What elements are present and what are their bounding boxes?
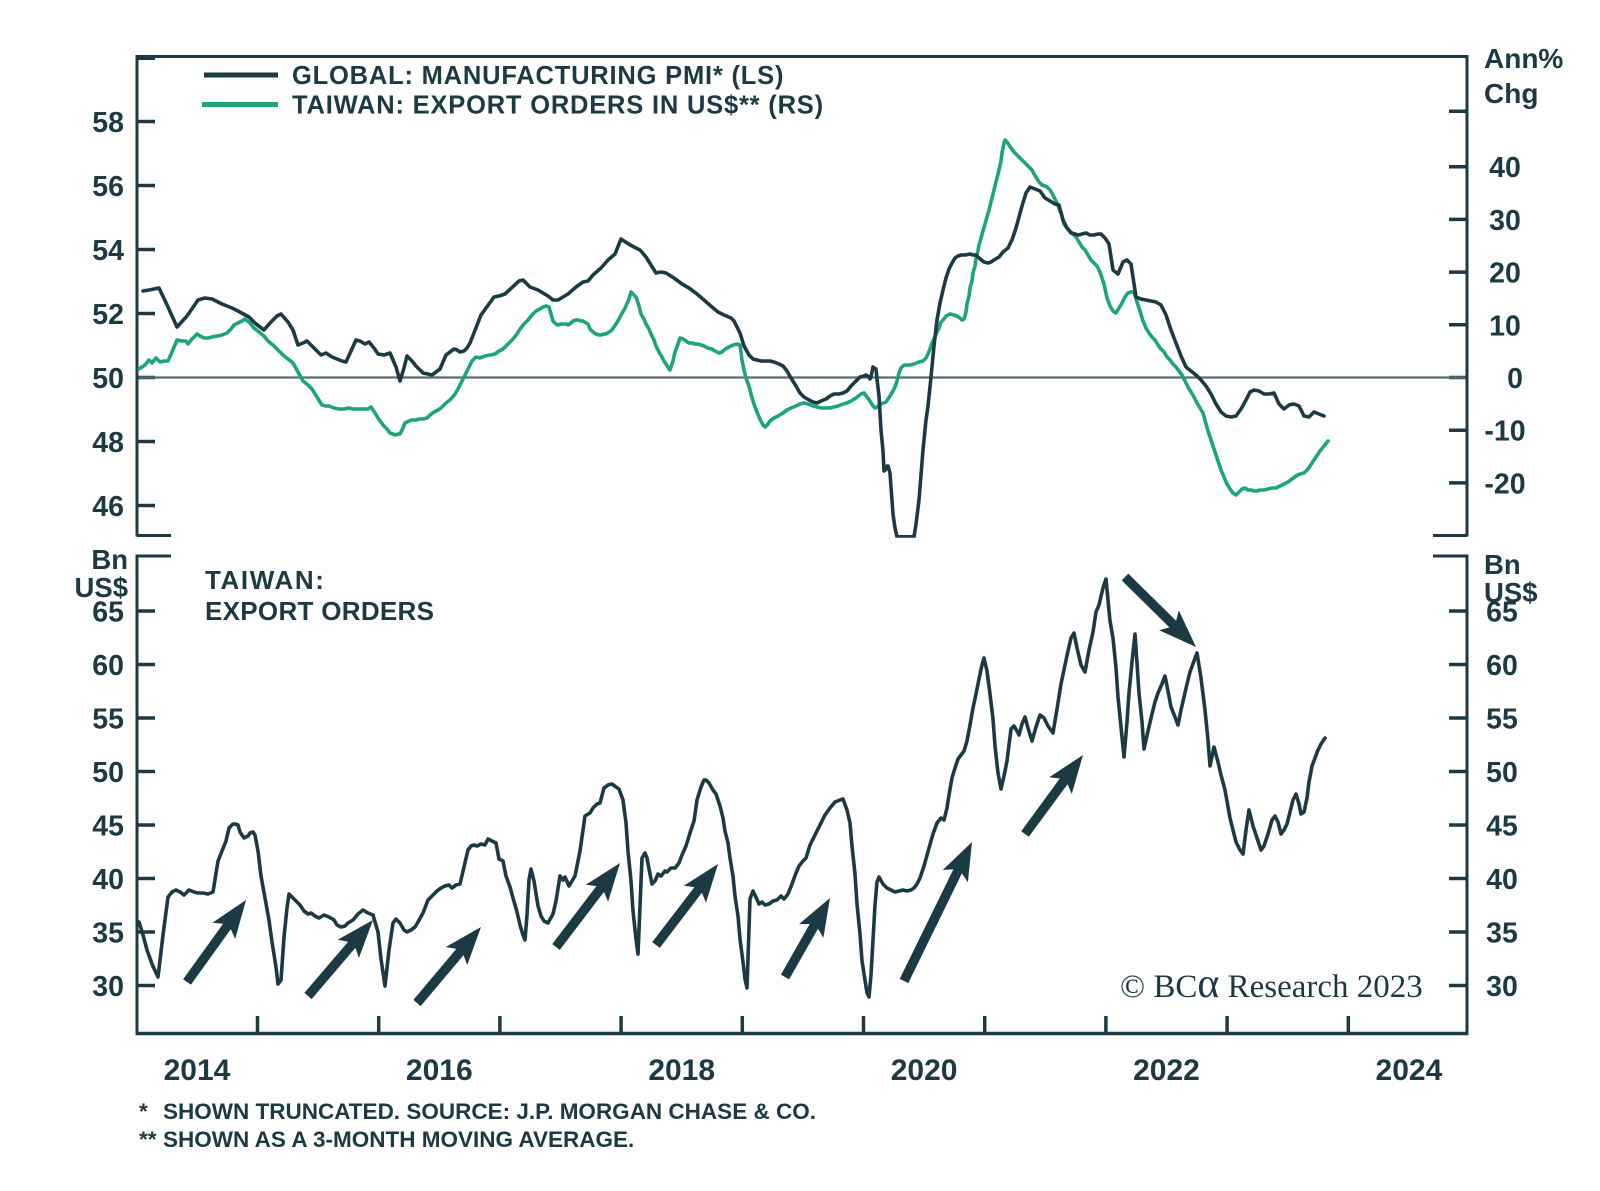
svg-text:60: 60 <box>92 650 124 682</box>
svg-text:54: 54 <box>92 235 124 267</box>
svg-text:30: 30 <box>92 971 124 1003</box>
svg-text:65: 65 <box>92 597 124 629</box>
svg-text:US$: US$ <box>1484 577 1538 608</box>
svg-text:45: 45 <box>1486 811 1518 843</box>
svg-text:30: 30 <box>1486 971 1518 1003</box>
svg-text:Ann%: Ann% <box>1484 43 1563 74</box>
svg-text:10: 10 <box>1489 310 1521 342</box>
svg-text:EXPORT ORDERS: EXPORT ORDERS <box>205 596 434 626</box>
svg-text:© BCα Research 2023: © BCα Research 2023 <box>1120 961 1423 1007</box>
svg-text:*SHOWN TRUNCATED. SOURCE: J.P.: * SHOWN TRUNCATED. SOURCE: J.P. MORGAN CH… <box>139 1099 816 1124</box>
svg-text:55: 55 <box>92 704 124 736</box>
svg-text:58: 58 <box>92 107 124 139</box>
svg-text:52: 52 <box>92 299 124 331</box>
svg-text:35: 35 <box>1486 918 1518 950</box>
svg-text:Chg: Chg <box>1484 78 1538 109</box>
svg-text:2016: 2016 <box>406 1054 473 1087</box>
svg-text:0: 0 <box>1507 363 1523 395</box>
svg-text:**SHOWN AS A 3-MONTH MOVING AV: ** SHOWN AS A 3-MONTH MOVING AVERAGE. <box>139 1127 634 1152</box>
svg-text:Bn: Bn <box>1484 549 1521 580</box>
svg-text:50: 50 <box>92 757 124 789</box>
svg-text:TAIWAN: EXPORT ORDERS IN US$**: TAIWAN: EXPORT ORDERS IN US$** (RS) <box>292 92 824 120</box>
svg-text:-10: -10 <box>1484 416 1525 448</box>
svg-text:48: 48 <box>92 427 124 459</box>
svg-text:65: 65 <box>1486 597 1518 629</box>
svg-text:GLOBAL: MANUFACTURING PMI* (LS: GLOBAL: MANUFACTURING PMI* (LS) <box>292 62 784 90</box>
svg-text:20: 20 <box>1489 258 1521 290</box>
svg-text:45: 45 <box>92 811 124 843</box>
svg-text:-20: -20 <box>1484 468 1525 500</box>
svg-text:56: 56 <box>92 171 124 203</box>
svg-text:2022: 2022 <box>1133 1054 1200 1087</box>
svg-text:2014: 2014 <box>164 1054 231 1087</box>
svg-text:30: 30 <box>1489 205 1521 237</box>
svg-text:50: 50 <box>92 363 124 395</box>
svg-text:55: 55 <box>1486 704 1518 736</box>
svg-text:50: 50 <box>1486 757 1518 789</box>
svg-text:2024: 2024 <box>1376 1054 1443 1087</box>
svg-text:US$: US$ <box>75 572 129 603</box>
svg-text:40: 40 <box>1489 152 1521 184</box>
svg-text:46: 46 <box>92 491 124 523</box>
svg-text:Bn: Bn <box>91 544 128 575</box>
svg-text:40: 40 <box>1486 864 1518 896</box>
svg-text:35: 35 <box>92 918 124 950</box>
svg-text:60: 60 <box>1486 650 1518 682</box>
svg-text:2020: 2020 <box>891 1054 958 1087</box>
svg-text:40: 40 <box>92 864 124 896</box>
svg-text:TAIWAN:: TAIWAN: <box>205 565 325 595</box>
svg-text:2018: 2018 <box>648 1054 715 1087</box>
